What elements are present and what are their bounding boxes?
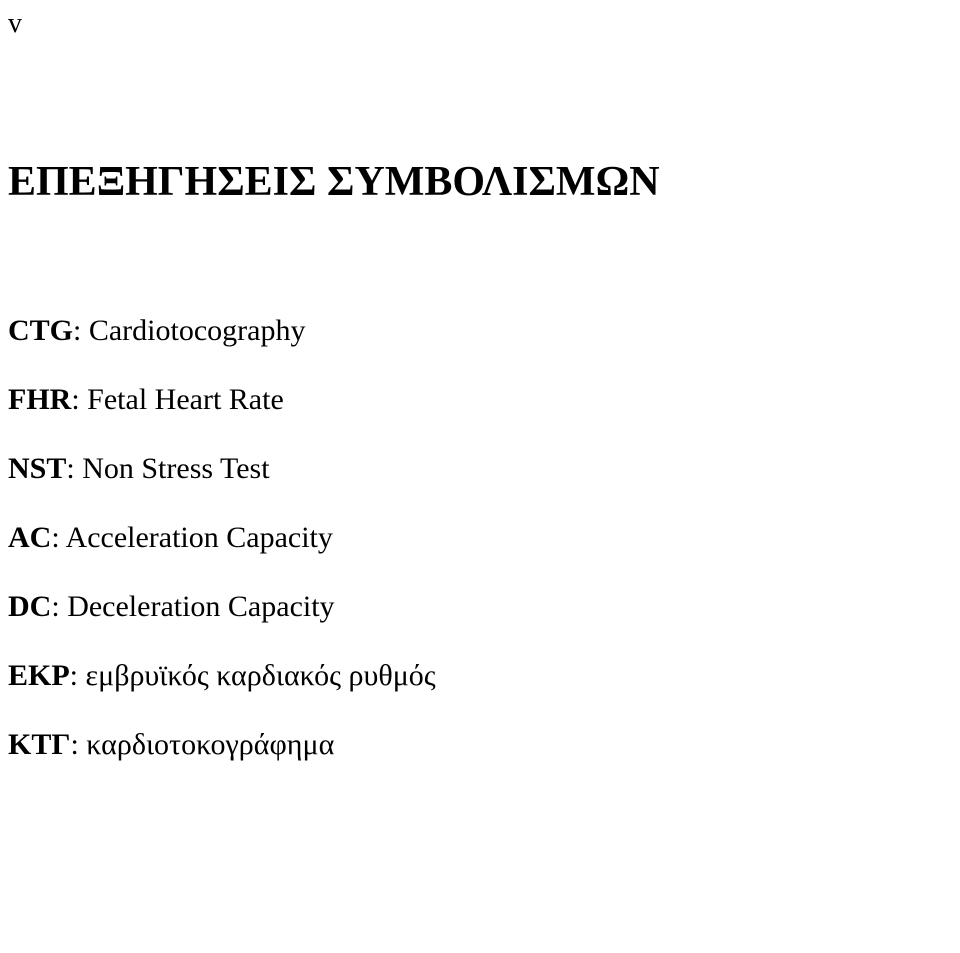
definition-desc: Fetal Heart Rate — [87, 383, 284, 416]
definition-abbr: EKP — [8, 659, 70, 692]
definition-row: DC: Deceleration Capacity — [8, 572, 436, 641]
definition-desc: Acceleration Capacity — [66, 521, 333, 554]
definition-desc: Non Stress Test — [82, 452, 269, 485]
definition-abbr: ΚΤΓ — [8, 728, 70, 761]
definition-desc: καρδιοτοκογράφημα — [86, 728, 334, 761]
definition-desc: Deceleration Capacity — [67, 590, 334, 623]
definitions-list: CTG: Cardiotocography FHR: Fetal Heart R… — [8, 296, 436, 779]
definition-sep: : — [70, 659, 86, 692]
definition-abbr: CTG — [8, 314, 73, 347]
definition-sep: : — [51, 521, 65, 554]
definition-desc: Cardiotocography — [89, 314, 306, 347]
page-heading: ΕΠΕΞΗΓΗΣΕΙΣ ΣΥΜΒΟΛΙΣΜΩΝ — [8, 158, 660, 206]
definition-sep: : — [66, 452, 82, 485]
definition-abbr: DC — [8, 590, 51, 623]
definition-sep: : — [51, 590, 67, 623]
definition-row: FHR: Fetal Heart Rate — [8, 365, 436, 434]
definition-row: EKP: εμβρυϊκός καρδιακός ρυθμός — [8, 641, 436, 710]
definition-desc: εμβρυϊκός καρδιακός ρυθμός — [86, 659, 436, 692]
definition-abbr: AC — [8, 521, 51, 554]
definition-row: CTG: Cardiotocography — [8, 296, 436, 365]
page-number: v — [8, 8, 22, 40]
definition-row: ΚΤΓ: καρδιοτοκογράφημα — [8, 710, 436, 779]
definition-row: AC: Acceleration Capacity — [8, 503, 436, 572]
definition-sep: : — [70, 728, 86, 761]
definition-abbr: FHR — [8, 383, 71, 416]
definition-sep: : — [71, 383, 87, 416]
page: v ΕΠΕΞΗΓΗΣΕΙΣ ΣΥΜΒΟΛΙΣΜΩΝ CTG: Cardiotoc… — [0, 0, 960, 953]
definition-sep: : — [73, 314, 89, 347]
definition-abbr: NST — [8, 452, 66, 485]
definition-row: NST: Non Stress Test — [8, 434, 436, 503]
